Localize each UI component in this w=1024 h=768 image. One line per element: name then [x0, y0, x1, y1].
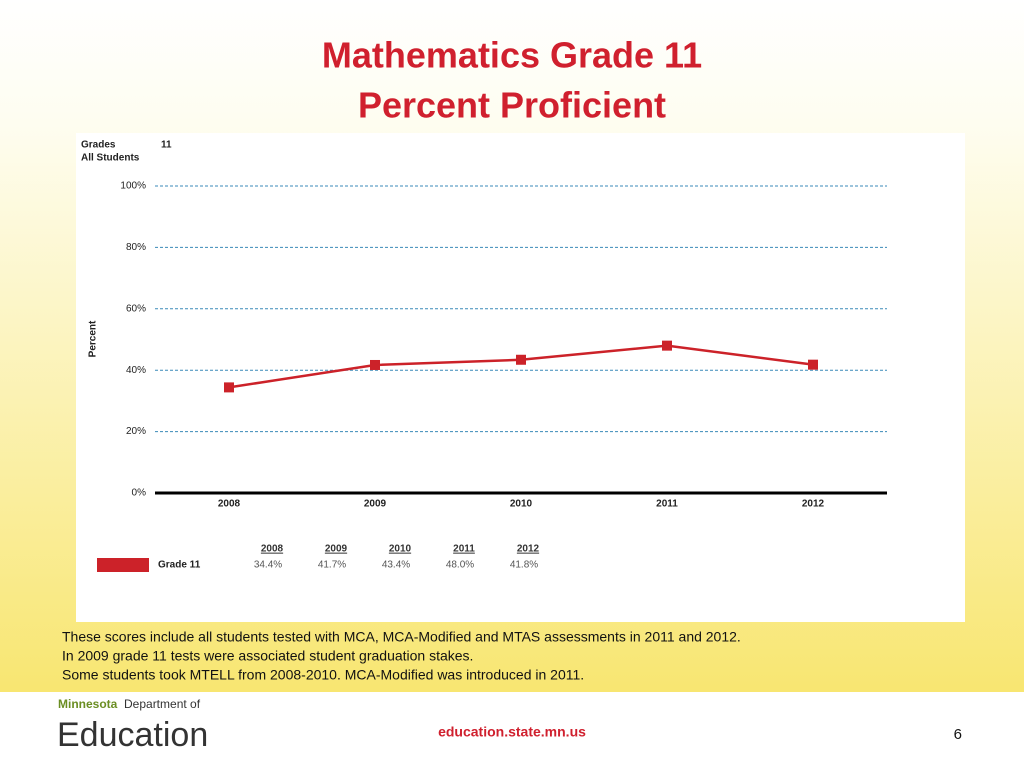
legend-swatch	[97, 558, 149, 572]
y-tick-label: 80%	[126, 242, 146, 253]
y-tick-label: 60%	[126, 303, 146, 314]
table-header: 2009	[325, 544, 348, 555]
filter-value: 11	[161, 140, 172, 151]
footer-band	[0, 692, 1024, 768]
filter-label: All Students	[81, 153, 140, 164]
table-header: 2011	[453, 544, 475, 555]
page-number: 6	[954, 726, 962, 743]
slide-title: Mathematics Grade 11	[322, 35, 702, 76]
logo-department: Department of	[124, 697, 201, 711]
y-tick-label: 40%	[126, 365, 146, 376]
table-value: 34.4%	[254, 560, 282, 571]
x-tick-label: 2010	[510, 499, 533, 510]
chart-panel	[76, 133, 965, 622]
table-value: 41.8%	[510, 560, 538, 571]
note: In 2009 grade 11 tests were associated s…	[62, 648, 473, 664]
data-point	[808, 359, 818, 370]
data-point	[370, 359, 380, 370]
x-tick-label: 2008	[218, 499, 241, 510]
y-tick-label: 20%	[126, 426, 146, 437]
table-header: 2010	[389, 544, 412, 555]
slide-subtitle: Percent Proficient	[358, 85, 666, 126]
table-header: 2008	[261, 544, 284, 555]
table-value: 43.4%	[382, 560, 410, 571]
footer-url: education.state.mn.us	[438, 724, 586, 740]
logo-state: Minnesota	[58, 697, 118, 711]
y-tick-label: 0%	[132, 488, 147, 499]
y-axis-label: Percent	[88, 320, 99, 357]
data-point	[662, 340, 672, 351]
x-tick-label: 2011	[656, 499, 678, 510]
filter-label: Grades	[81, 140, 116, 151]
data-point	[516, 354, 526, 365]
logo-name: Education	[57, 716, 208, 754]
legend-label: Grade 11	[158, 560, 201, 571]
x-tick-label: 2012	[802, 499, 825, 510]
table-value: 41.7%	[318, 560, 346, 571]
note: These scores include all students tested…	[62, 629, 741, 645]
data-point	[224, 382, 234, 393]
note: Some students took MTELL from 2008-2010.…	[62, 667, 584, 683]
table-value: 48.0%	[446, 560, 474, 571]
x-tick-label: 2009	[364, 499, 387, 510]
y-tick-label: 100%	[120, 181, 146, 192]
table-header: 2012	[517, 544, 540, 555]
